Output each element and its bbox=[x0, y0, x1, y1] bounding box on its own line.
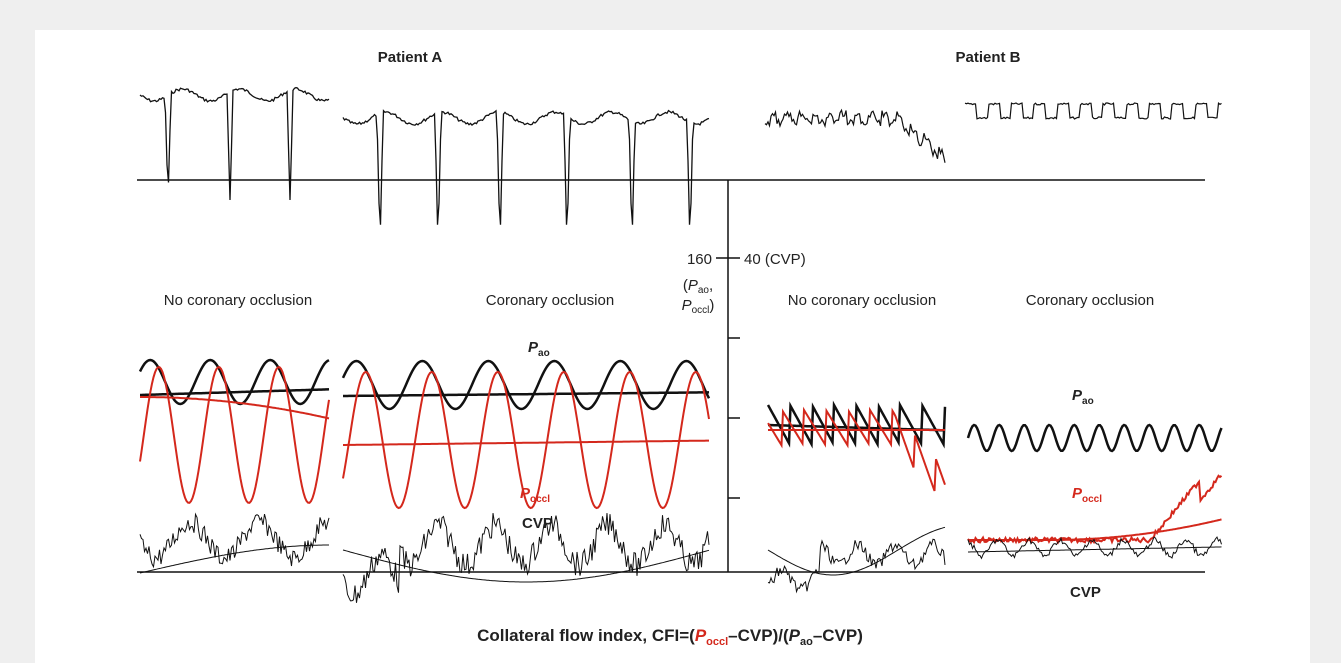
t: ao bbox=[800, 636, 813, 648]
t: , bbox=[709, 277, 713, 294]
panel-bg bbox=[35, 30, 1310, 663]
t: P bbox=[688, 277, 698, 294]
t: occl bbox=[1082, 494, 1102, 505]
t: ao bbox=[538, 348, 550, 359]
panel-title: No coronary occlusion bbox=[788, 292, 936, 309]
t: ao bbox=[698, 285, 710, 296]
t: P bbox=[789, 626, 801, 645]
patient-label: Patient B bbox=[955, 49, 1020, 66]
t: –CVP) bbox=[813, 626, 863, 645]
t: Collateral flow index, CFI=( bbox=[477, 626, 695, 645]
patient-label: Patient A bbox=[378, 49, 443, 66]
panel-title: Coronary occlusion bbox=[486, 292, 614, 309]
t: occl bbox=[692, 305, 710, 316]
t: occl bbox=[530, 494, 550, 505]
tick-label: 160 bbox=[687, 251, 712, 268]
t: P bbox=[695, 626, 707, 645]
label-cvp: CVP bbox=[522, 515, 553, 532]
t: –CVP)/( bbox=[728, 626, 789, 645]
t: occl bbox=[706, 636, 728, 648]
t: ao bbox=[1082, 396, 1094, 407]
panel-title: Coronary occlusion bbox=[1026, 292, 1154, 309]
t: P bbox=[682, 297, 692, 314]
panel-title: No coronary occlusion bbox=[164, 292, 312, 309]
tick-label: 40 (CVP) bbox=[744, 251, 806, 268]
t: ) bbox=[709, 297, 714, 314]
label-cvp: CVP bbox=[1070, 584, 1101, 601]
